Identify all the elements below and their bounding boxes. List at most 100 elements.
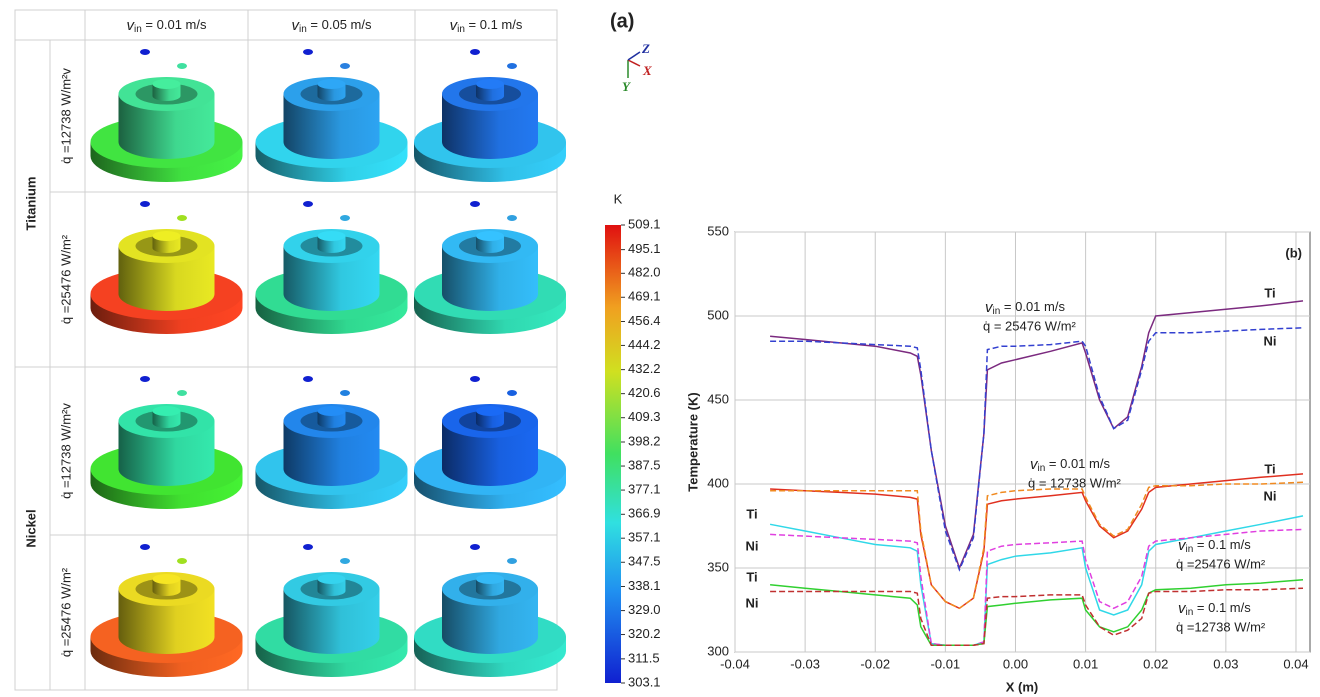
probe-dot <box>140 544 150 550</box>
panel-a: (a) Z X Y <box>14 9 652 691</box>
colorbar-tick-label: 420.6 <box>628 385 661 400</box>
cylinder-top <box>476 231 504 241</box>
probe-dot <box>507 390 517 396</box>
annotation-text: = 0.01 m/s <box>1000 299 1065 314</box>
cylinder-top <box>476 406 504 416</box>
cylinder-side <box>442 246 538 311</box>
series-line <box>770 579 1304 647</box>
panel-label: (a) <box>610 10 634 32</box>
panel-label: (b) <box>1285 245 1302 260</box>
annotation: vin = 0.1 m/s <box>1178 537 1251 555</box>
render <box>414 544 566 677</box>
x-tick-label: 0.02 <box>1143 656 1168 671</box>
y-tick-label: 350 <box>707 559 729 574</box>
cylinder-side <box>118 421 215 486</box>
cylinder-top <box>317 79 346 89</box>
probe-dot <box>470 49 480 55</box>
probe-dot <box>340 558 350 564</box>
subscript: in <box>1186 607 1194 618</box>
render <box>90 201 243 334</box>
annotation: q̇ = 25476 W/m² <box>983 318 1077 333</box>
probe-dot <box>340 390 350 396</box>
cylinder-top <box>476 574 504 584</box>
symbol: v <box>127 17 136 34</box>
symbol: v <box>292 17 301 34</box>
render <box>414 49 566 182</box>
colorbar-tick-label: 409.3 <box>628 409 661 424</box>
cylinder-top <box>152 406 181 416</box>
render <box>255 544 408 677</box>
group-label: Nickel <box>23 509 38 547</box>
axes-triad: Z X Y <box>622 41 652 94</box>
y-tick-label: 500 <box>707 307 729 322</box>
axis-y: Y <box>622 79 631 94</box>
annotation: q̇ =25476 W/m² <box>1176 556 1266 571</box>
probe-dot <box>177 63 187 69</box>
subscript: in <box>1186 544 1194 555</box>
render <box>255 49 408 182</box>
series-label: Ni <box>746 595 759 610</box>
probe-dot <box>140 376 150 382</box>
probe-dot <box>303 544 313 550</box>
render <box>255 201 408 334</box>
cylinder-side <box>118 94 215 159</box>
symbol: v <box>985 299 994 316</box>
series-line <box>770 587 1304 647</box>
series-label: Ti <box>1264 461 1275 476</box>
series-label: Ti <box>746 506 757 521</box>
colorbar-tick-label: 347.5 <box>628 554 661 569</box>
render <box>414 376 566 509</box>
cylinder-top <box>152 574 181 584</box>
series-line <box>770 528 1304 647</box>
render <box>90 376 243 509</box>
y-tick-label: 300 <box>707 643 729 658</box>
series-label: Ti <box>1264 285 1275 300</box>
colorbar-tick-label: 456.4 <box>628 313 661 328</box>
colorbar-tick-label: 495.1 <box>628 241 661 256</box>
cylinder-side <box>118 589 215 654</box>
cylinder-side <box>442 589 538 654</box>
render <box>255 376 408 509</box>
annotation-text: = 0.1 m/s <box>1193 537 1251 552</box>
axis-z: Z <box>641 41 650 56</box>
cylinder-side <box>283 246 380 311</box>
annotation: q̇ =12738 W/m² <box>1176 619 1266 634</box>
colorbar-tick-label: 387.5 <box>628 457 661 472</box>
x-tick-label: 0.03 <box>1213 656 1238 671</box>
probe-dot <box>303 376 313 382</box>
colorbar-tick-label: 377.1 <box>628 482 661 497</box>
colorbar-tick-label: 366.9 <box>628 506 661 521</box>
header-text: = 0.01 m/s <box>142 17 207 32</box>
symbol: v <box>1178 537 1187 554</box>
row-label: q̇ =12738 W/m²v <box>58 403 73 499</box>
subscript: in <box>993 306 1001 317</box>
colorbar-tick-label: 303.1 <box>628 674 661 689</box>
cylinder-side <box>283 589 380 654</box>
cylinder-side <box>442 94 538 159</box>
probe-dot <box>470 201 480 207</box>
cylinder-top <box>476 79 504 89</box>
cylinder-side <box>118 246 215 311</box>
row-label: q̇ =12738 W/m²v <box>58 68 73 164</box>
table-frame <box>14 9 558 691</box>
column-header: vin = 0.05 m/s <box>292 17 372 35</box>
series-label: Ni <box>746 538 759 553</box>
probe-dot <box>340 63 350 69</box>
cylinder-top <box>317 574 346 584</box>
subscript: in <box>299 24 307 35</box>
subscript: in <box>1038 463 1046 474</box>
annotation: vin = 0.1 m/s <box>1178 600 1251 618</box>
x-axis-label: X (m) <box>1006 679 1039 694</box>
probe-dot <box>470 376 480 382</box>
y-tick-label: 400 <box>707 475 729 490</box>
colorbar-tick-label: 320.2 <box>628 626 661 641</box>
probe-dot <box>470 544 480 550</box>
colorbar-tick-label: 338.1 <box>628 578 661 593</box>
column-header: vin = 0.1 m/s <box>450 17 523 35</box>
probe-dot <box>507 215 517 221</box>
axis-x: X <box>642 63 652 78</box>
cylinder-top <box>317 406 346 416</box>
header-text: = 0.05 m/s <box>307 17 372 32</box>
render <box>414 201 566 334</box>
colorbar-unit: K <box>614 191 623 206</box>
